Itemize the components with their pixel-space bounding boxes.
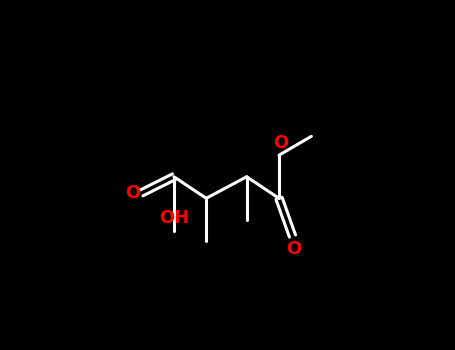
Text: O: O (286, 240, 302, 258)
Text: OH: OH (159, 209, 189, 226)
Text: O: O (125, 184, 140, 202)
Text: O: O (273, 134, 288, 152)
